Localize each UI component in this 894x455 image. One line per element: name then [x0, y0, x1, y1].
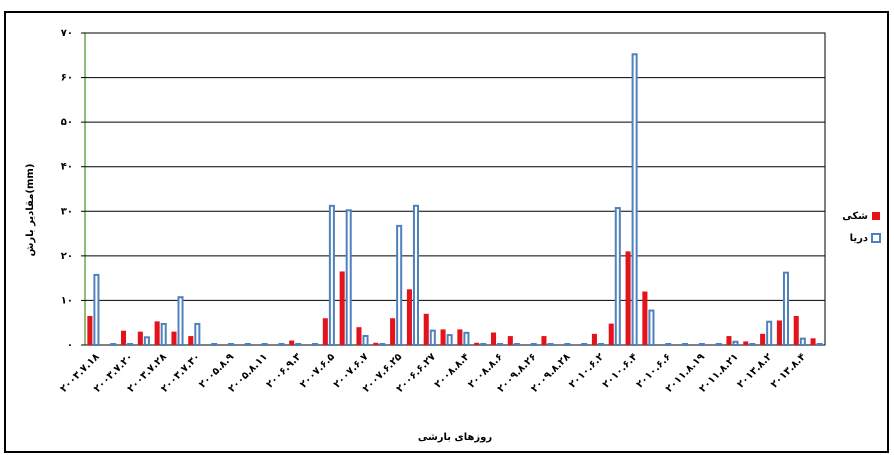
y-tick-label: ۱۰	[61, 295, 73, 306]
bar	[547, 343, 554, 346]
bar	[749, 343, 756, 346]
bar	[295, 343, 302, 346]
bar	[581, 343, 588, 346]
legend-swatch	[871, 233, 881, 243]
bar	[110, 343, 117, 346]
bar	[726, 336, 732, 345]
bar	[682, 343, 689, 346]
bar	[406, 289, 412, 345]
x-axis-label: روزهای بارشی	[418, 432, 493, 443]
bar	[614, 207, 621, 346]
bar	[799, 337, 806, 346]
bar	[591, 333, 597, 345]
bar	[93, 273, 100, 346]
bar	[120, 330, 127, 345]
bar	[446, 334, 453, 347]
y-tick-label: ۴۰	[61, 162, 73, 173]
bar	[474, 342, 480, 345]
bar	[665, 343, 672, 346]
bar	[564, 343, 571, 346]
bar	[648, 309, 655, 347]
bar	[507, 336, 513, 345]
bar	[87, 316, 93, 345]
bar	[362, 334, 369, 346]
y-tick-label: ۷۰	[61, 28, 73, 39]
bar	[429, 329, 436, 346]
bar	[631, 53, 638, 347]
bar	[373, 342, 379, 345]
bar	[171, 331, 177, 345]
bar	[608, 323, 614, 345]
chart-frame	[4, 11, 889, 453]
bar	[261, 343, 268, 346]
bar	[143, 336, 150, 347]
bar	[328, 204, 335, 346]
bar	[345, 209, 352, 346]
bar	[312, 343, 319, 346]
bar	[278, 343, 285, 346]
bar	[440, 329, 446, 345]
bar	[137, 331, 143, 345]
bar	[188, 336, 194, 345]
bar	[423, 313, 429, 345]
bar	[244, 343, 251, 346]
bar	[743, 341, 749, 345]
bar	[642, 291, 648, 345]
bar	[760, 333, 766, 345]
bar	[211, 343, 218, 346]
bar	[766, 320, 773, 347]
bar	[490, 332, 497, 345]
y-tick-label: ۶۰	[61, 73, 73, 84]
bar	[160, 322, 167, 347]
bar	[776, 320, 782, 345]
bar	[816, 343, 823, 346]
bar	[541, 336, 547, 345]
bar	[793, 316, 799, 345]
bar	[339, 271, 345, 345]
bar	[715, 343, 722, 346]
bar	[480, 343, 487, 346]
bar	[194, 322, 201, 347]
bar	[497, 343, 504, 346]
bar	[513, 343, 520, 346]
bar	[625, 251, 631, 345]
bar	[154, 321, 160, 345]
y-tick-label: ۳۰	[61, 206, 73, 217]
bar	[412, 204, 420, 346]
bar	[732, 340, 739, 346]
y-tick-label: ۵۰	[61, 117, 73, 128]
bar	[227, 343, 235, 346]
bar	[698, 343, 705, 346]
bar	[810, 338, 816, 345]
bar	[177, 296, 184, 347]
bar	[597, 343, 605, 346]
bar	[530, 343, 537, 346]
bar	[463, 331, 470, 347]
bar	[127, 343, 134, 346]
bar	[782, 271, 790, 346]
bar	[390, 318, 396, 345]
y-tick-label: ۰	[67, 340, 73, 351]
bar	[322, 318, 328, 345]
y-tick-label: ۲۰	[61, 251, 73, 262]
y-axis-label: مقادیر بارش(mm)	[25, 164, 36, 257]
legend-swatch	[872, 212, 880, 220]
bar	[457, 329, 463, 345]
bar	[289, 340, 295, 345]
legend-label: شکی	[842, 211, 868, 222]
bar	[379, 343, 386, 346]
legend-label: دریا	[850, 233, 868, 244]
bar	[396, 224, 403, 346]
bar	[356, 327, 362, 345]
